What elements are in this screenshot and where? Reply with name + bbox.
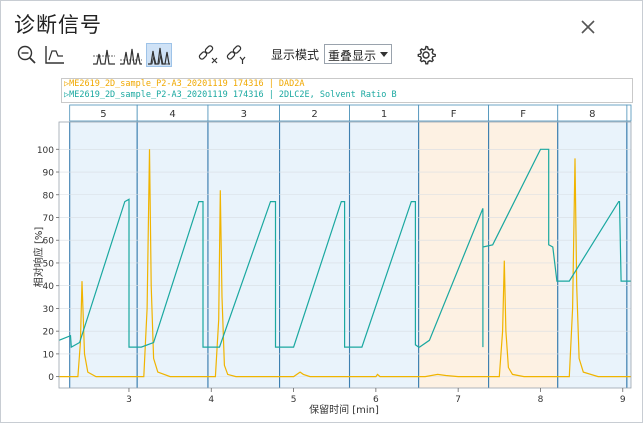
fraction-region[interactable] [207, 122, 280, 388]
unlink-y-icon [226, 45, 246, 64]
x-axis-title: 保留时间 [min] [309, 403, 379, 416]
fraction-region[interactable] [626, 122, 631, 388]
y-axis-title: 相对响应 [%] [32, 227, 45, 288]
fraction-label: 1 [381, 109, 387, 120]
x-tick-label: 3 [126, 395, 132, 405]
dialog-title: 诊断信号 [14, 13, 102, 37]
peaks-offset-icon [120, 48, 142, 65]
x-tick-label: 6 [373, 395, 379, 405]
x-tick-label: 8 [538, 395, 544, 405]
axis-chart-icon [45, 46, 64, 64]
fraction-region[interactable] [349, 122, 419, 388]
y-tick-label: 70 [43, 214, 55, 224]
fraction-region[interactable] [279, 122, 350, 388]
y-tick-label: 10 [43, 350, 55, 360]
reset-axes-button[interactable] [41, 43, 67, 67]
fraction-backgrounds [59, 122, 631, 388]
offset-view-button[interactable] [119, 43, 143, 67]
chevron-down-icon [380, 52, 388, 57]
gear-icon[interactable] [415, 44, 437, 66]
y-tick-label: 40 [43, 282, 55, 292]
fraction-label: 5 [100, 109, 106, 120]
fraction-label: 4 [169, 109, 175, 120]
peaks-overlay-icon [148, 47, 170, 65]
fraction-header-box[interactable] [626, 104, 632, 122]
y-tick-label: 30 [43, 305, 55, 315]
fraction-region[interactable] [418, 122, 489, 388]
zoom-out-icon [17, 45, 36, 64]
unlink-x-button[interactable] [195, 43, 221, 67]
peaks-separate-icon [93, 49, 115, 65]
y-tick-label: 60 [43, 237, 55, 247]
display-mode-label: 显示模式 [271, 48, 320, 62]
display-mode-select[interactable]: 重叠显示 [324, 44, 392, 64]
series-line-1 [59, 149, 631, 378]
unlink-y-button[interactable] [223, 43, 249, 67]
overlay-view-button[interactable] [146, 43, 172, 67]
legend-entry-solvent-ratio[interactable]: ▷ME2619_2D_sample_P2-A3_20201119 174316 … [64, 90, 397, 100]
legend-entry-dad[interactable]: ▷ME2619_2D_sample_P2-A3_20201119 174316 … [64, 79, 305, 89]
fraction-label: 2 [311, 109, 317, 120]
x-tick-label: 5 [291, 395, 297, 405]
fraction-label: 3 [241, 109, 247, 120]
fraction-region[interactable] [557, 122, 627, 388]
y-tick-label: 20 [43, 328, 55, 338]
fraction-label: F [451, 109, 457, 120]
x-tick-label: 9 [620, 395, 626, 405]
fraction-label: F [520, 109, 526, 120]
x-tick-label: 4 [208, 395, 214, 405]
series-lines [58, 148, 631, 378]
fraction-headers: 5 4 3 2 1 F F 8 [69, 104, 632, 122]
y-tick-label: 90 [43, 169, 55, 179]
unlink-x-icon [198, 45, 218, 64]
zoom-out-button[interactable] [15, 43, 39, 67]
display-mode-value: 重叠显示 [328, 49, 377, 63]
series-line-2 [58, 148, 631, 349]
y-tick-label: 0 [48, 373, 54, 383]
axes: 0 10 20 30 40 50 60 70 80 90 100 3 4 5 6 7 8 9 [37, 121, 632, 405]
y-tick-label: 100 [37, 146, 54, 156]
fraction-region[interactable] [488, 122, 558, 388]
x-tick-label: 7 [455, 395, 461, 405]
legend: ▷ME2619_2D_sample_P2-A3_20201119 174316 … [61, 78, 633, 103]
y-tick-label: 50 [43, 259, 55, 269]
close-icon[interactable] [578, 17, 598, 37]
y-tick-label: 80 [43, 191, 55, 201]
stacked-view-button[interactable] [92, 43, 116, 67]
fraction-region[interactable] [69, 122, 138, 388]
fraction-label: 8 [589, 109, 595, 120]
plot-frame [58, 121, 632, 389]
